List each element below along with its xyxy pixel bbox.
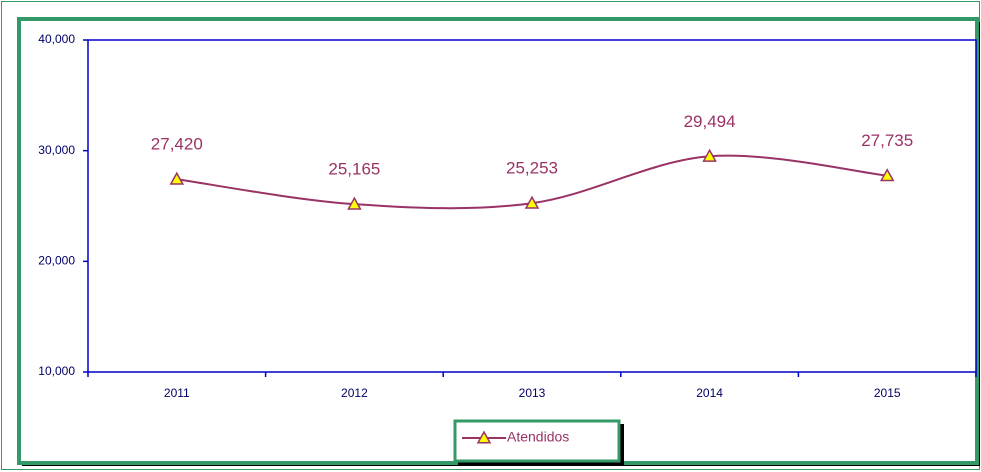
y-tick-label: 30,000: [38, 143, 75, 157]
y-tick-label: 10,000: [38, 364, 75, 378]
marker: [169, 171, 185, 185]
data-label: 27,735: [861, 131, 913, 150]
y-tick-label: 20,000: [38, 254, 75, 268]
x-tick-label: 2013: [519, 386, 546, 400]
legend-label: Atendidos: [507, 429, 569, 445]
marker: [702, 148, 717, 162]
x-tick-label: 2011: [164, 386, 190, 400]
legend-marker: [476, 430, 492, 444]
x-tick-label: 2015: [874, 386, 901, 400]
data-label: 27,420: [151, 135, 203, 154]
x-tick-label: 2012: [341, 386, 368, 400]
data-label: 29,494: [684, 112, 736, 131]
marker: [524, 195, 540, 209]
marker: [879, 168, 895, 182]
marker: [347, 196, 362, 210]
data-label: 25,253: [506, 159, 558, 178]
y-tick-label: 40,000: [38, 32, 75, 46]
x-tick-label: 2014: [696, 386, 723, 400]
data-label: 25,165: [328, 160, 380, 179]
